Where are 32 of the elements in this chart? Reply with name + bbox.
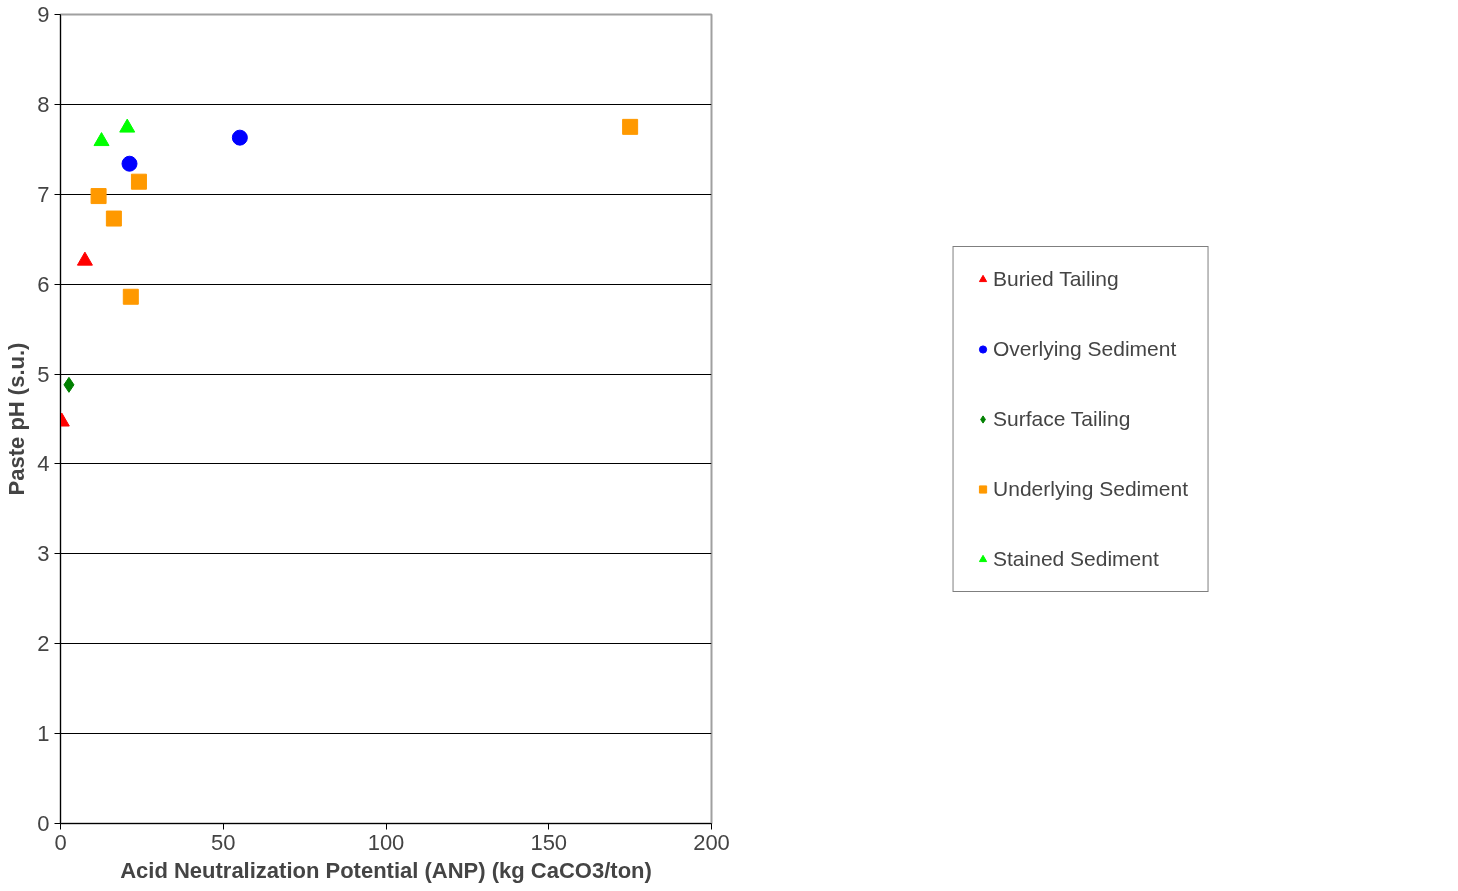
y-tick-label: 7 [37,181,50,207]
x-tick-label: 0 [54,829,67,855]
y-tick-label: 0 [37,811,50,836]
legend-label: Buried Tailing [993,266,1119,291]
y-tick-label: 6 [37,271,50,297]
point [63,376,75,393]
point [105,210,122,227]
x-tick-label: 100 [367,829,405,855]
y-tick-label: 9 [37,2,50,27]
x-tick-label: 200 [693,829,730,855]
point [121,155,138,172]
legend-label: Stained Sediment [993,546,1159,571]
point [122,288,139,305]
point [231,129,248,146]
x-tick-label: 150 [530,829,568,855]
legend-label: Overlying Sediment [993,336,1177,361]
y-tick-label: 5 [37,361,50,387]
y-tick-label: 8 [37,91,50,117]
x-axis-title: Acid Neutralization Potential (ANP) (kg CaCO3/ton) [120,857,652,883]
point [130,173,147,190]
y-axis-title: Paste pH (s.u.) [4,342,30,496]
point [119,118,136,133]
y-tick-label: 1 [37,721,50,747]
point [93,132,110,147]
point [622,118,639,135]
x-tick-label: 50 [211,829,236,855]
legend-label: Surface Tailing [993,406,1131,431]
legend-label: Underlying Sediment [993,476,1188,501]
y-tick-label: 3 [37,541,50,567]
point [90,188,107,205]
y-tick-label: 4 [37,451,50,477]
y-tick-label: 2 [37,631,50,657]
